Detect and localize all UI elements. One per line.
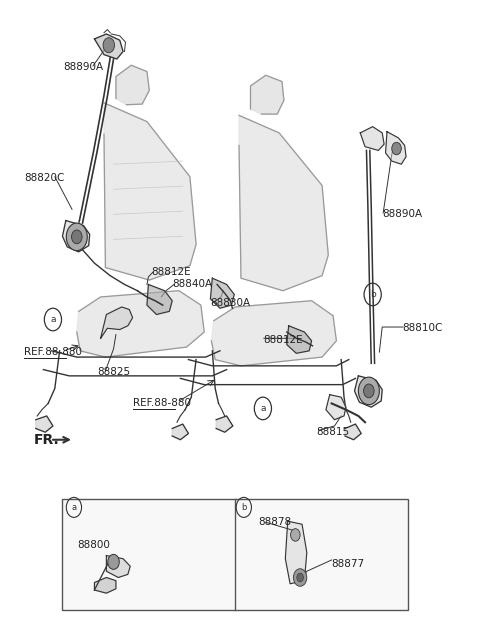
Text: 88820C: 88820C	[24, 173, 65, 183]
Polygon shape	[104, 103, 196, 280]
Polygon shape	[251, 75, 284, 114]
Bar	[62, 499, 408, 610]
Text: 88890A: 88890A	[63, 62, 104, 72]
Text: b: b	[370, 290, 375, 299]
Circle shape	[364, 384, 374, 398]
Polygon shape	[116, 65, 149, 104]
Polygon shape	[326, 394, 346, 420]
Circle shape	[290, 528, 300, 541]
Text: REF.88-880: REF.88-880	[132, 398, 191, 408]
Polygon shape	[95, 577, 116, 593]
Polygon shape	[385, 131, 406, 164]
Circle shape	[103, 38, 115, 53]
Polygon shape	[95, 34, 123, 59]
Circle shape	[293, 569, 307, 586]
Polygon shape	[360, 126, 384, 150]
Circle shape	[392, 142, 401, 155]
Text: 88810C: 88810C	[402, 323, 443, 333]
Text: b: b	[241, 503, 247, 512]
Polygon shape	[355, 376, 382, 407]
Polygon shape	[211, 301, 336, 366]
Text: REF.88-880: REF.88-880	[24, 347, 82, 357]
Circle shape	[108, 554, 119, 569]
Text: 88877: 88877	[332, 559, 365, 569]
Text: a: a	[72, 503, 76, 512]
Polygon shape	[210, 278, 234, 308]
Text: 88812E: 88812E	[263, 335, 302, 345]
Text: 88878: 88878	[258, 518, 291, 527]
Circle shape	[72, 230, 82, 243]
Polygon shape	[345, 424, 361, 440]
Polygon shape	[147, 284, 172, 314]
Polygon shape	[101, 307, 132, 338]
Text: 88890A: 88890A	[382, 209, 422, 220]
Text: 88812E: 88812E	[152, 267, 192, 277]
Circle shape	[297, 573, 303, 582]
Polygon shape	[239, 115, 328, 291]
Polygon shape	[62, 221, 90, 252]
Circle shape	[359, 377, 379, 404]
Text: 88800: 88800	[77, 540, 109, 550]
Text: 88825: 88825	[97, 367, 130, 377]
Text: a: a	[50, 315, 56, 324]
Text: 88815: 88815	[316, 427, 349, 437]
Polygon shape	[287, 326, 312, 353]
Text: 88830A: 88830A	[210, 298, 251, 308]
Circle shape	[66, 223, 87, 250]
Polygon shape	[172, 424, 189, 440]
Polygon shape	[216, 416, 233, 432]
Polygon shape	[107, 555, 130, 577]
Polygon shape	[285, 521, 307, 584]
Polygon shape	[77, 291, 204, 357]
Text: 88840A: 88840A	[172, 279, 212, 289]
Polygon shape	[36, 416, 53, 432]
Text: FR.: FR.	[34, 433, 60, 447]
Text: a: a	[260, 404, 265, 413]
